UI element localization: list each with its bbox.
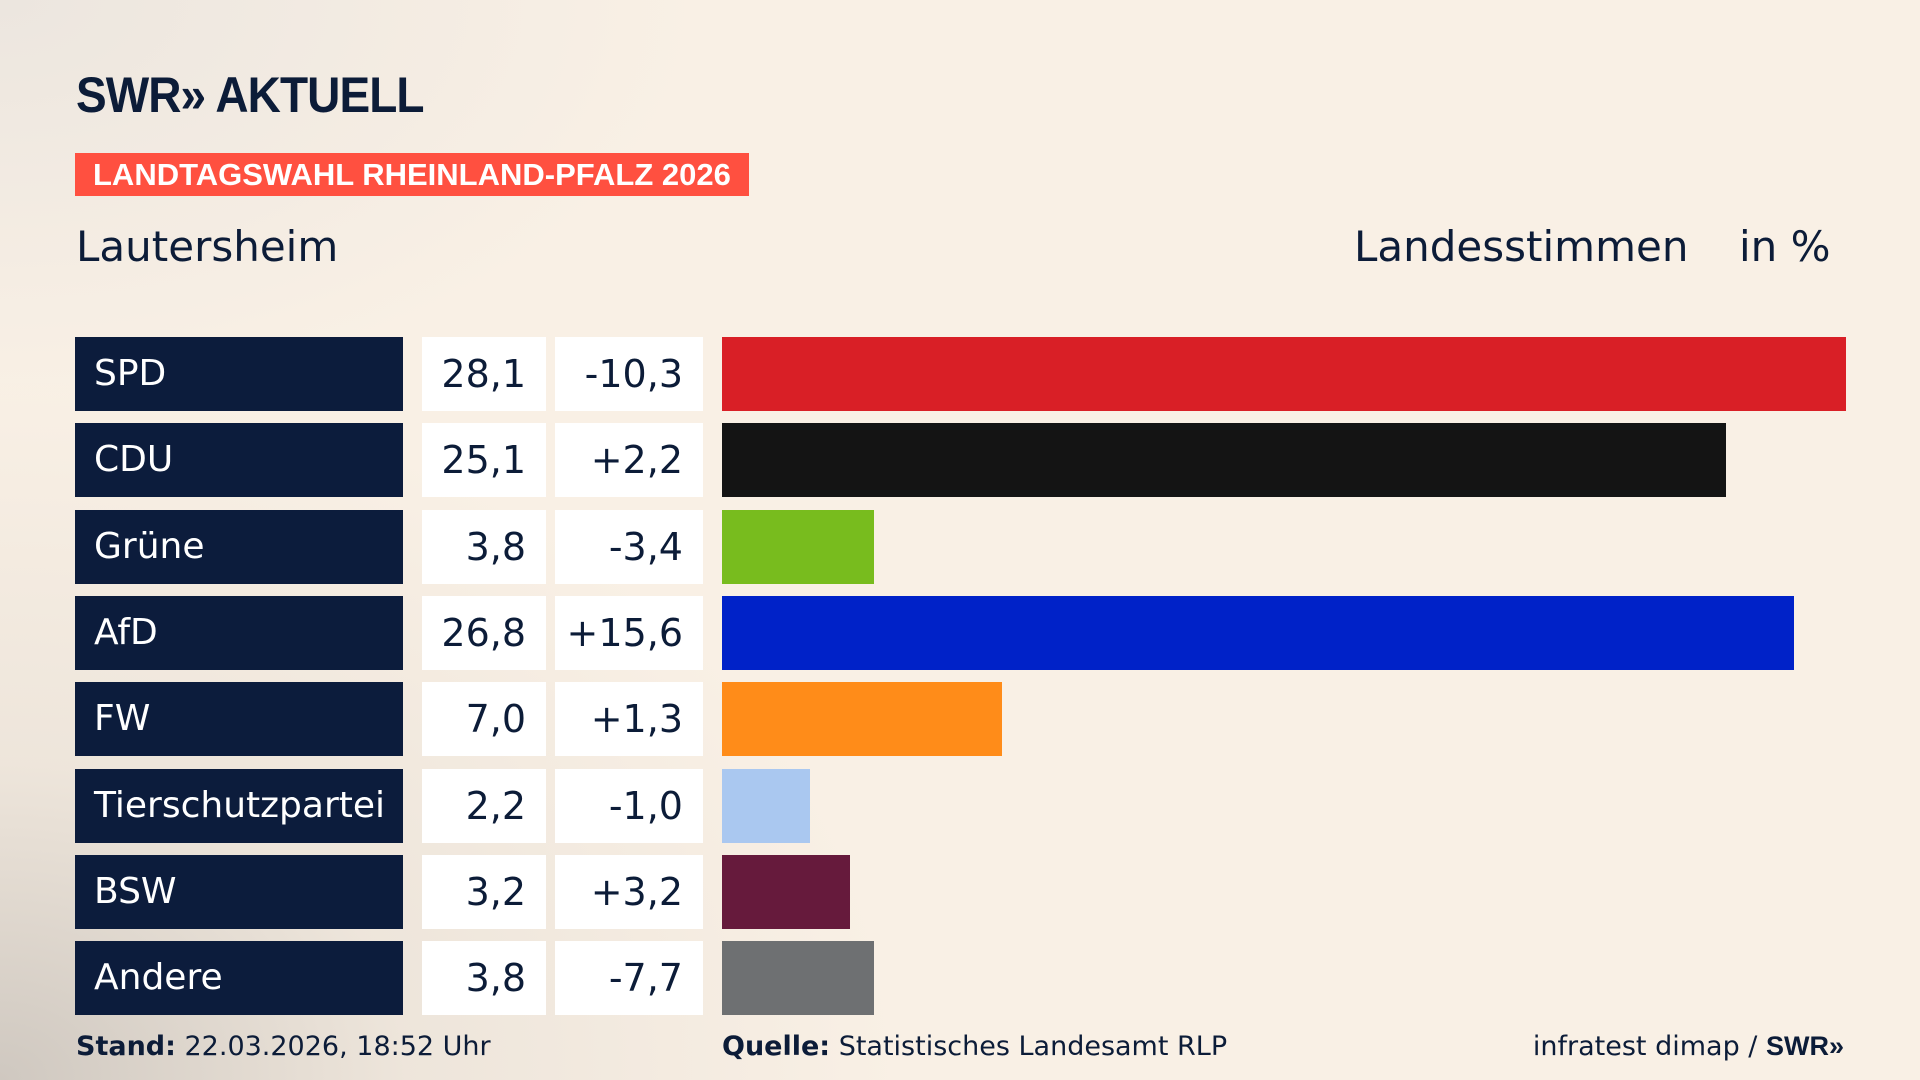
vote-change: +3,2 <box>555 854 703 929</box>
measure-label: Landesstimmen <box>1354 222 1689 271</box>
result-row: AfD 26,8 +15,6 <box>0 595 1920 670</box>
credit-text: infratest dimap / <box>1532 1031 1766 1062</box>
vote-share: 7,0 <box>422 682 546 757</box>
timestamp: Stand: 22.03.2026, 18:52 Uhr <box>76 1031 491 1062</box>
party-name: Andere <box>75 941 403 1016</box>
vote-change: -10,3 <box>555 337 703 411</box>
swr-logo: SWR» <box>1765 1031 1844 1061</box>
party-name: SPD <box>75 337 403 411</box>
vote-share: 3,2 <box>422 854 546 929</box>
bar-bsw <box>722 854 850 929</box>
vote-share: 28,1 <box>422 337 546 411</box>
result-row: Tierschutzpartei 2,2 -1,0 <box>0 768 1920 843</box>
vote-change: -1,0 <box>555 768 703 843</box>
credit: infratest dimap / SWR» <box>1533 1031 1844 1062</box>
place-title: Lautersheim <box>76 222 339 271</box>
result-row: Andere 3,8 -7,7 <box>0 941 1920 1016</box>
result-row: FW 7,0 +1,3 <box>0 682 1920 757</box>
vote-share: 3,8 <box>422 509 546 584</box>
party-name: Tierschutzpartei <box>75 768 403 843</box>
party-name: BSW <box>75 854 403 929</box>
party-name: FW <box>75 682 403 757</box>
vote-share: 3,8 <box>422 941 546 1016</box>
result-row: BSW 3,2 +3,2 <box>0 854 1920 929</box>
vote-change: -7,7 <box>555 941 703 1016</box>
stand-value: 22.03.2026, 18:52 Uhr <box>175 1031 491 1062</box>
bar-afd <box>722 595 1794 670</box>
vote-change: -3,4 <box>555 509 703 584</box>
party-name: Grüne <box>75 509 403 584</box>
vote-share: 2,2 <box>422 768 546 843</box>
vote-change: +2,2 <box>555 423 703 498</box>
bar-tierschutzpartei <box>722 768 810 843</box>
result-row: SPD 28,1 -10,3 <box>0 337 1920 411</box>
vote-share: 25,1 <box>422 423 546 498</box>
stand-label: Stand: <box>76 1031 176 1062</box>
unit-label: in % <box>1739 222 1831 271</box>
bar-spd <box>722 337 1846 411</box>
source: Quelle: Statistisches Landesamt RLP <box>722 1031 1227 1062</box>
party-name: CDU <box>75 423 403 498</box>
vote-change: +15,6 <box>555 595 703 670</box>
result-row: Grüne 3,8 -3,4 <box>0 509 1920 584</box>
bar-fw <box>722 682 1002 757</box>
bar-grüne <box>722 509 874 584</box>
bar-andere <box>722 941 874 1016</box>
source-label: Quelle: <box>722 1031 831 1062</box>
source-value: Statistisches Landesamt RLP <box>830 1031 1228 1062</box>
vote-change: +1,3 <box>555 682 703 757</box>
election-badge: LANDTAGSWAHL RHEINLAND-PFALZ 2026 <box>75 153 749 196</box>
vote-share: 26,8 <box>422 595 546 670</box>
bar-cdu <box>722 423 1726 498</box>
party-name: AfD <box>75 595 403 670</box>
swr-aktuell-logo: SWR» AKTUELL <box>76 67 424 123</box>
result-row: CDU 25,1 +2,2 <box>0 423 1920 498</box>
